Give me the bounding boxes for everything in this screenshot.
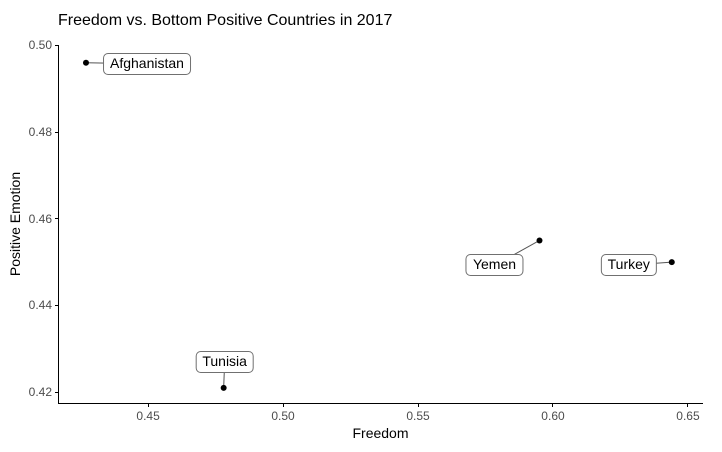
country-label-afghanistan: Afghanistan [103,52,191,75]
x-tick-mark-0.60 [552,404,554,407]
x-tick-mark-0.50 [282,404,284,407]
y-axis-line [58,45,59,404]
y-tick-label-0.42: 0.42 [28,385,52,400]
y-tick-mark-0.48 [55,131,58,133]
y-tick-label-0.48: 0.48 [28,125,52,140]
y-tick-mark-0.50 [55,44,58,46]
x-tick-mark-0.45 [147,404,149,407]
x-tick-label-0.65: 0.65 [676,409,700,423]
plot-panel: Afghanistan Tunisia Yemen Turkey [59,45,702,403]
y-tick-label-0.44: 0.44 [28,298,52,313]
y-tick-mark-0.42 [55,391,58,393]
x-axis-title: Freedom [352,425,409,441]
data-point-tunisia [220,384,227,391]
data-point-yemen [536,237,543,244]
data-point-afghanistan [82,59,89,66]
x-tick-label-0.55: 0.55 [406,409,430,423]
x-tick-mark-0.55 [417,404,419,407]
y-tick-label-0.46: 0.46 [28,211,52,226]
x-tick-mark-0.65 [687,404,689,407]
y-tick-label-0.50: 0.50 [28,38,52,53]
country-label-tunisia: Tunisia [195,350,254,373]
y-tick-mark-0.44 [55,304,58,306]
x-axis-line [58,403,703,404]
data-point-turkey [668,259,675,266]
country-label-turkey: Turkey [600,254,657,277]
x-tick-label-0.45: 0.45 [136,409,160,423]
points-layer [82,59,675,391]
x-tick-label-0.50: 0.50 [271,409,295,423]
x-tick-label-0.60: 0.60 [541,409,565,423]
y-tick-mark-0.46 [55,218,58,220]
chart-title: Freedom vs. Bottom Positive Countries in… [58,12,393,29]
country-label-yemen: Yemen [465,254,524,277]
